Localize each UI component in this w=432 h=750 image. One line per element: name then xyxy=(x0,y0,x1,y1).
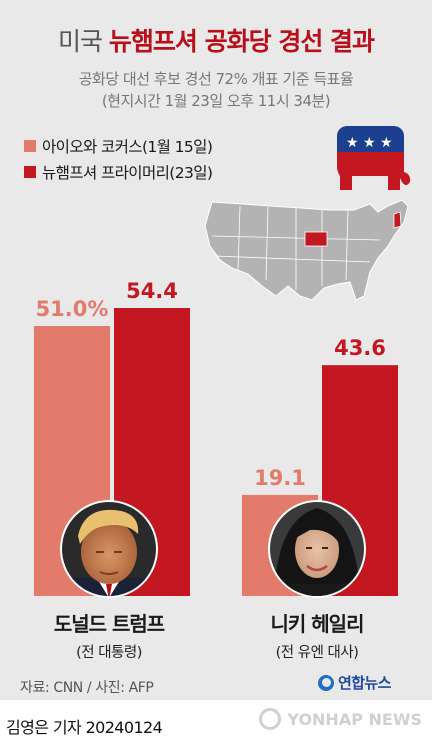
agency-name: YONHAP NEWS xyxy=(287,709,422,729)
candidate-role-trump: (전 대통령) xyxy=(76,645,142,661)
footer-bar: 김영은 기자 20240124 YONHAP NEWS xyxy=(0,700,432,750)
haley-portrait xyxy=(268,500,366,598)
legend-item-iowa: 아이오와 코커스(1월 15일) xyxy=(24,135,213,157)
bar-label-trump-nh: 54.4 xyxy=(126,279,178,303)
byline: 김영은 기자 20240124 xyxy=(6,718,163,737)
bar-label-haley-iowa: 19.1 xyxy=(254,466,306,490)
us-map-icon xyxy=(204,199,409,301)
candidate-name-haley: 니키 헤일리 xyxy=(270,612,365,636)
legend-label-nh: 뉴햄프셔 프라이머리(23일) xyxy=(42,164,213,182)
legend: 아이오와 코커스(1월 15일) 뉴햄프셔 프라이머리(23일) xyxy=(24,135,213,187)
new-hampshire-highlight xyxy=(393,211,402,229)
source-credit: 자료: CNN / 사진: AFP xyxy=(20,680,154,696)
republican-elephant-icon: ★ ★ ★ xyxy=(337,126,411,190)
bar-label-haley-nh: 43.6 xyxy=(334,336,386,360)
trump-portrait xyxy=(60,500,158,598)
yonhap-globe-icon xyxy=(318,674,334,691)
candidate-role-haley: (전 유엔 대사) xyxy=(275,645,359,661)
legend-swatch-nh xyxy=(24,166,36,178)
svg-text:★: ★ xyxy=(363,135,376,151)
yonhap-logo-text: 연합뉴스 xyxy=(338,674,391,692)
title-country: 미국 xyxy=(57,27,103,56)
agency-watermark: YONHAP NEWS xyxy=(259,708,422,730)
chart-title: 미국 뉴햄프셔 공화당 경선 결과 xyxy=(0,22,432,58)
legend-swatch-iowa xyxy=(24,140,36,152)
candidate-name-trump: 도널드 트럼프 xyxy=(53,612,165,636)
chart-timestamp: (현지시간 1월 23일 오후 11시 34분) xyxy=(101,92,331,110)
yonhap-logo: 연합뉴스 xyxy=(318,672,391,693)
legend-item-nh: 뉴햄프셔 프라이머리(23일) xyxy=(24,161,213,183)
title-main: 뉴햄프셔 공화당 경선 결과 xyxy=(108,27,375,56)
svg-text:★: ★ xyxy=(380,135,393,151)
svg-text:★: ★ xyxy=(346,135,359,151)
agency-ring-icon xyxy=(259,708,282,730)
chart-subtitle: 공화당 대선 후보 경선 72% 개표 기준 득표율 xyxy=(78,70,354,88)
iowa-highlight xyxy=(304,231,328,247)
bar-label-trump-iowa: 51.0% xyxy=(36,297,109,321)
legend-label-iowa: 아이오와 코커스(1월 15일) xyxy=(42,138,213,156)
